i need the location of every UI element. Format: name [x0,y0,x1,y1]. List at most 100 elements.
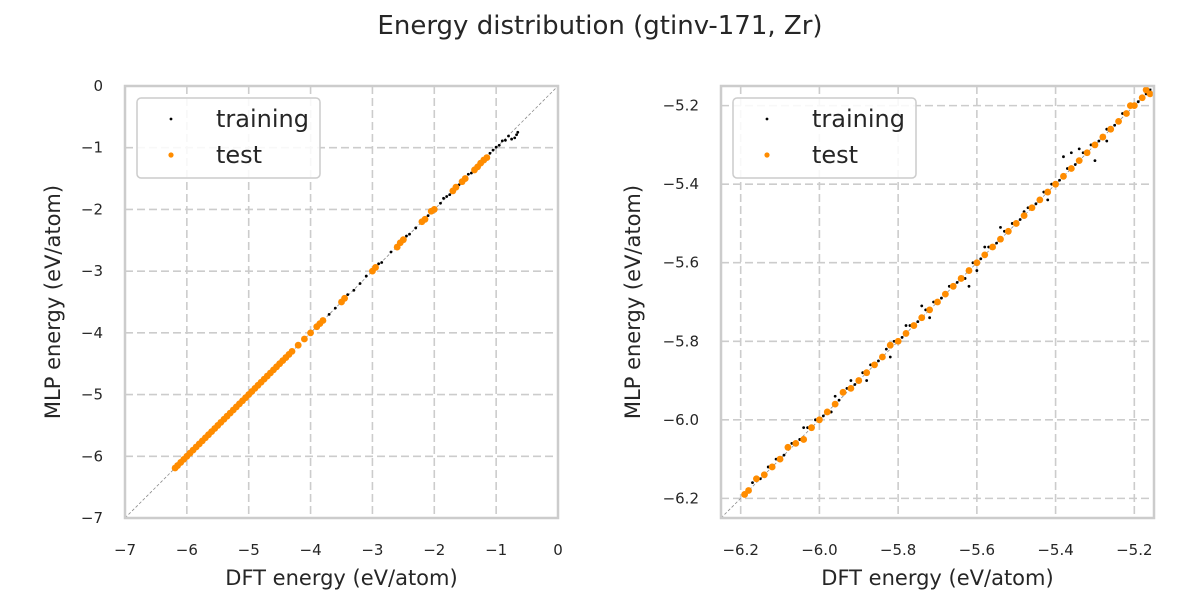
legend-marker-test [764,152,770,158]
data-point-training [364,274,368,278]
data-point-test [1107,125,1115,133]
y-tick-label: −5.8 [663,332,699,350]
legend: training test [732,97,917,179]
right-panel: −6.2 −6.0 −5.8 −5.6 −5.4 −5.2 −6.2 −6.0 −5.8 −5.6… [621,84,1156,590]
data-point-training [346,293,350,296]
data-point-training [877,359,880,363]
data-point-test [421,215,429,223]
data-point-test [831,400,839,408]
data-point-test [957,275,965,282]
series-test [741,86,1154,498]
data-point-training [358,282,362,285]
y-tick-label: −6.2 [663,489,699,507]
data-point-training [405,234,408,238]
data-point-training [408,232,411,236]
data-point-training [414,226,418,230]
data-point-training [975,269,979,272]
x-tick-label: −7 [114,541,136,559]
data-point-test [1060,172,1067,180]
data-point-training [849,379,853,382]
data-point-test [989,243,997,251]
data-point-test [792,439,800,447]
data-point-training [1073,163,1077,166]
y-tick-label: −6 [81,447,103,465]
data-point-training [1018,218,1022,221]
data-point-test [745,487,752,494]
data-point-test [839,388,847,396]
data-point-training [995,241,998,245]
data-point-test [808,424,815,432]
series-test [171,154,491,472]
data-point-training [1062,155,1065,159]
y-axis-label: MLP energy (eV/atom) [41,185,65,419]
y-axis-label: MLP energy (eV/atom) [621,185,645,419]
data-point-test [910,322,918,329]
data-point-test [399,236,407,244]
y-tick-label: −5.2 [663,97,699,115]
data-point-training [377,262,381,266]
data-point-test [918,314,926,322]
data-point-test [1036,196,1044,204]
data-point-training [999,225,1002,229]
data-point-test [288,347,296,355]
legend: training test [136,97,321,179]
data-point-training [821,414,825,418]
x-tick-label: 0 [553,541,563,559]
data-point-training [333,306,337,310]
data-point-test [1123,110,1130,117]
x-tick-label: −5.8 [880,541,916,559]
x-tick-label: −5.2 [1116,541,1152,559]
data-point-test [855,377,863,384]
data-point-test [816,416,823,424]
data-point-training [513,136,517,140]
data-point-test [863,369,871,377]
data-point-training [352,288,356,292]
data-point-training [955,280,959,284]
data-point-test [1075,157,1083,165]
data-point-training [1058,178,1061,182]
y-tick-label: −5.6 [663,254,699,272]
data-point-test [949,282,957,290]
data-point-training [516,130,520,134]
data-point-test [934,298,941,306]
data-point-training [488,151,492,155]
data-point-training [1105,139,1109,143]
data-point-test [1146,90,1154,98]
x-tick-label: −6.2 [722,541,758,559]
data-point-test [965,267,973,274]
plot-frame [123,84,560,520]
legend-marker-test [168,152,174,158]
data-point-test [1138,94,1146,102]
data-point-test [1091,141,1099,149]
data-point-training [1113,123,1117,127]
x-tick-label: −5.6 [959,541,995,559]
data-point-training [837,398,841,402]
data-point-test [1020,212,1028,220]
y-tick-label: −5 [81,386,103,404]
data-point-training [888,355,892,359]
data-point-training [928,316,932,320]
data-point-test [823,408,831,416]
data-point-test [1052,180,1059,188]
x-tick-label: −5 [238,541,260,559]
data-point-test [1115,117,1122,125]
data-point-test [800,436,808,443]
x-tick-label: −3 [361,541,383,559]
data-point-test [483,154,491,161]
legend-label-test: test [812,141,858,169]
data-point-training [1046,198,1050,202]
data-point-training [1136,100,1140,104]
data-point-test [768,463,776,471]
x-tick-label: −5.4 [1037,541,1073,559]
data-point-training [500,139,504,143]
data-point-test [847,385,855,392]
data-point-test [341,294,348,302]
data-point-training [920,304,924,308]
left-panel: −7 −6 −5 −4 −3 −2 −1 0 −7 −6 −5 −4 −3 −2 −1 0 DFT energy… [41,77,563,590]
data-point-test [319,317,327,324]
x-axis-label: DFT energy (eV/atom) [225,566,457,590]
data-point-training [983,245,987,249]
data-point-test [894,337,902,345]
